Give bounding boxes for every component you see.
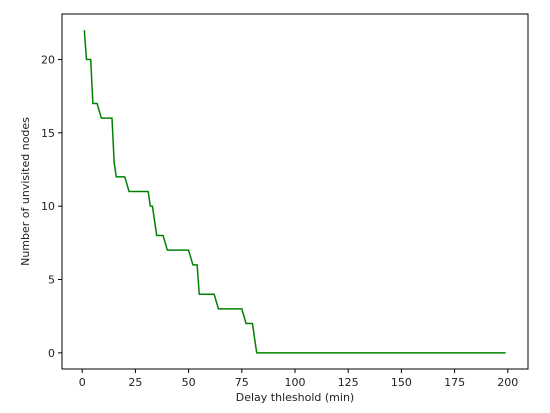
x-tick-label: 175 — [444, 376, 465, 389]
x-tick-label: 125 — [338, 376, 359, 389]
plot-frame — [61, 13, 529, 370]
y-axis-label: Number of unvisited nodes — [19, 117, 32, 266]
x-tick-label: 50 — [182, 376, 196, 389]
x-tick-label: 150 — [391, 376, 412, 389]
x-tick-label: 100 — [285, 376, 306, 389]
y-tick-label: 20 — [41, 53, 55, 66]
x-axis-label: Delay thleshold (min) — [236, 391, 354, 404]
x-tick-label: 75 — [235, 376, 249, 389]
ticks-layer: 0 25 50 75 100 125 150 175 200 0 5 10 15 20 — [41, 53, 518, 389]
x-tick-label: 200 — [497, 376, 518, 389]
y-tick-label: 0 — [48, 347, 55, 360]
y-tick-label: 5 — [48, 274, 55, 287]
y-tick-label: 15 — [41, 127, 55, 140]
x-tick-label: 0 — [79, 376, 86, 389]
series-layer — [83, 30, 506, 354]
y-tick-label: 10 — [41, 200, 55, 213]
series-line — [83, 30, 506, 354]
x-tick-label: 25 — [128, 376, 142, 389]
